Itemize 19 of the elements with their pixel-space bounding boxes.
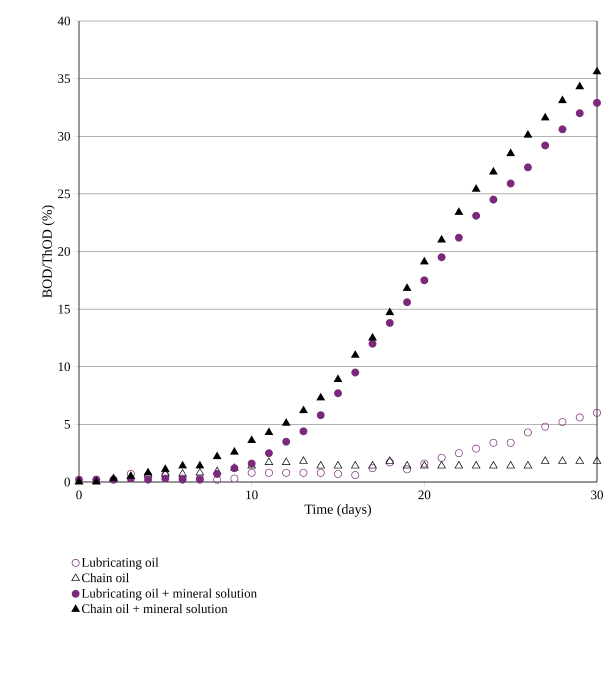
legend-label: Chain oil + mineral solution (82, 604, 228, 614)
y-tick-label: 35 (58, 74, 70, 83)
x-tick-label: 0 (76, 490, 82, 500)
y-tick-label: 25 (58, 190, 70, 198)
y-axis-title: BOD/ThOD (%) (42, 205, 55, 298)
y-tick-label: 5 (64, 420, 70, 429)
x-tick-label: 30 (591, 490, 603, 500)
legend-label: Lubricating oil (82, 558, 159, 570)
y-tick-label: 15 (58, 304, 70, 314)
x-tick-label: 10 (246, 490, 258, 500)
legend-label: Chain oil (82, 573, 130, 582)
legend-label: Lubricating oil + mineral solution (82, 588, 257, 600)
y-tick-label: 30 (58, 132, 70, 141)
x-axis-title: Time (days) (304, 504, 372, 517)
y-tick-label: 20 (58, 247, 70, 256)
y-tick-label: 10 (58, 362, 70, 372)
x-tick-label: 20 (418, 490, 430, 500)
y-tick-label: 40 (58, 16, 70, 26)
y-tick-label: 0 (64, 478, 70, 486)
